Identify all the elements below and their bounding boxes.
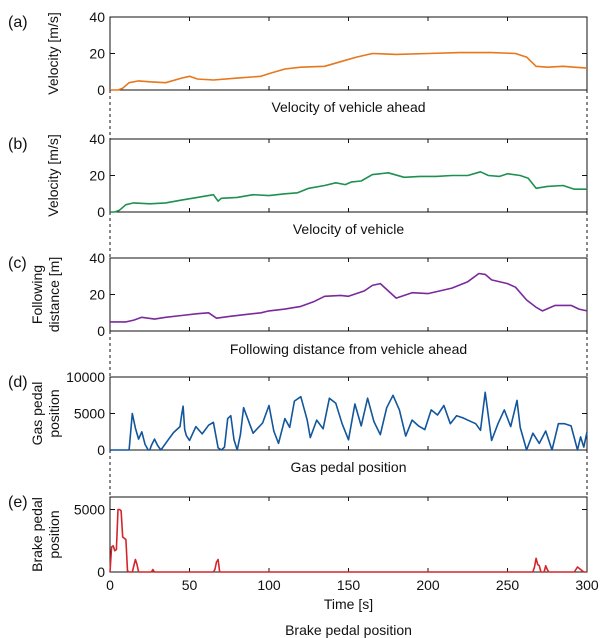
y-axis-label: Velocity [m/s]: [45, 134, 61, 216]
x-tick-label: 300: [575, 577, 599, 593]
y-tick-label: 0: [97, 82, 105, 98]
panel-label: (c): [8, 255, 27, 272]
y-tick-label: 0: [97, 323, 105, 339]
y-tick-label: 5000: [74, 406, 105, 422]
panel-label: (d): [8, 374, 28, 391]
x-tick-label: 200: [416, 577, 440, 593]
y-tick-label: 10000: [66, 369, 105, 385]
y-axis-label: Brake pedal: [29, 497, 45, 572]
y-axis-label: Following: [29, 265, 45, 324]
series-line-0: [110, 51, 588, 91]
panel-caption: Velocity of vehicle ahead: [271, 99, 425, 115]
y-axis-label: position: [46, 389, 62, 437]
x-tick-label: 100: [257, 577, 281, 593]
y-tick-label: 20: [89, 287, 105, 303]
y-axis-label: Gas pedal: [29, 382, 45, 446]
y-tick-label: 0: [97, 204, 105, 220]
panel-label: (b): [8, 136, 28, 153]
panel-caption: Gas pedal position: [291, 459, 407, 475]
x-axis-label: Time [s]: [324, 596, 373, 612]
panel-label: (e): [8, 494, 28, 511]
series-line-1: [110, 171, 587, 213]
x-tick-label: 150: [337, 577, 361, 593]
y-tick-label: 40: [89, 131, 105, 147]
x-tick-label: 250: [496, 577, 520, 593]
y-axis-label: Velocity [m/s]: [45, 12, 61, 94]
y-tick-label: 20: [89, 168, 105, 184]
y-tick-label: 20: [89, 46, 105, 62]
y-tick-label: 5000: [74, 502, 105, 518]
plot-frame-2: [109, 257, 588, 332]
panel-caption: Brake pedal position: [285, 622, 412, 638]
y-tick-label: 0: [97, 442, 105, 458]
panel-caption: Velocity of vehicle: [293, 221, 404, 237]
y-tick-label: 40: [89, 9, 105, 25]
y-axis-label: distance [m]: [46, 257, 62, 332]
plot-frame-4: [109, 496, 588, 573]
series-line-4: [109, 508, 587, 573]
y-tick-label: 40: [89, 250, 105, 266]
series-line-2: [110, 272, 588, 323]
y-tick-label: 0: [97, 564, 105, 580]
panel-label: (a): [8, 14, 28, 31]
series-line-3: [110, 391, 588, 451]
panel-caption: Following distance from vehicle ahead: [230, 341, 467, 357]
x-tick-label: 50: [182, 577, 198, 593]
y-axis-label: position: [46, 510, 62, 558]
x-tick-label: 0: [106, 577, 114, 593]
